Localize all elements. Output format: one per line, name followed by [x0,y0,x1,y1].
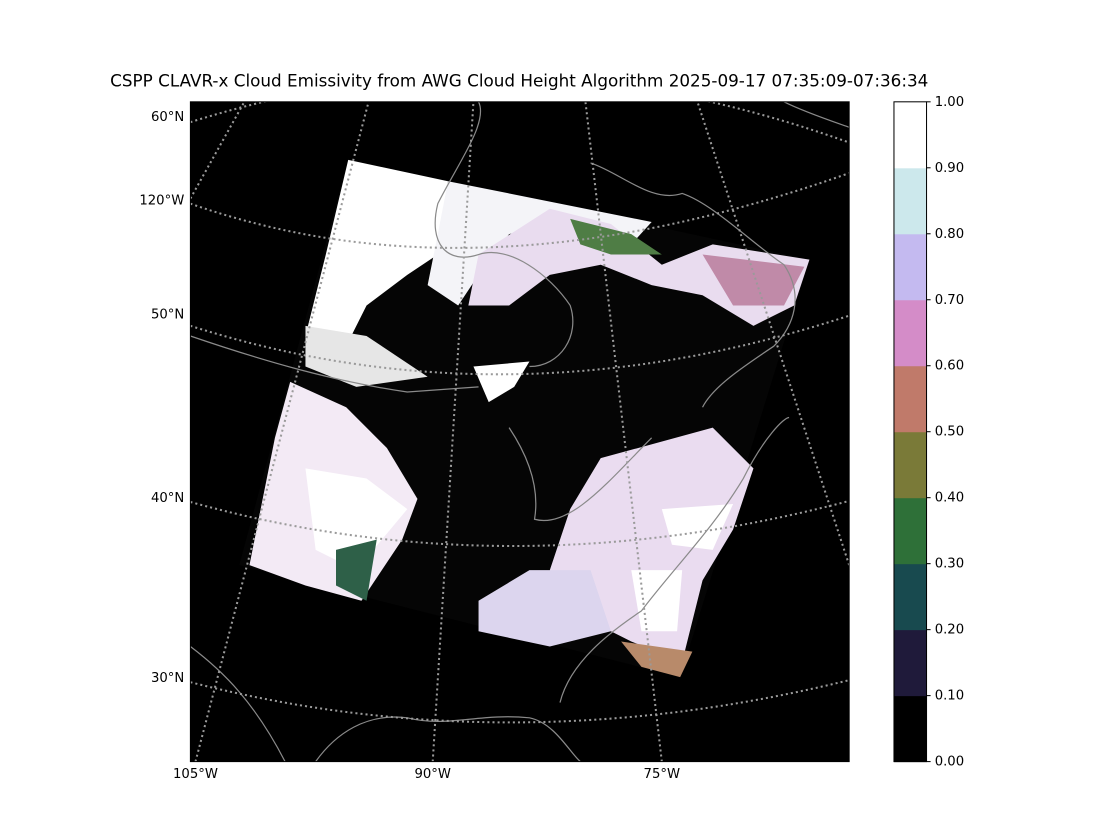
colorbar-segment [893,497,927,565]
colorbar: 0.00 0.10 0.20 0.30 0.40 0.50 0.60 0.70 0.80 0.90… [893,95,964,770]
graticule-line [431,101,475,762]
lon-label: 120°W [139,194,184,209]
graticule-line [190,679,850,724]
colorbar-tick-label: 0.10 [935,689,964,704]
colorbar-tick-label: 0.40 [935,491,964,506]
lat-label: 40°N [151,491,184,506]
colorbar-tick-label: 0.70 [935,293,964,308]
colorbar-tick-label: 1.00 [935,95,964,110]
coast [434,101,574,368]
lon-label: 75°W [644,767,681,782]
graticule-line [194,101,370,762]
colorbar-tick-label: 0.90 [935,161,964,176]
cloud [427,181,652,306]
graticule-line [190,314,850,376]
cloud [631,570,683,632]
colorbar-tick-label: 0.50 [935,425,964,440]
cloud [473,361,530,403]
map-frame [189,101,850,763]
cloud [335,539,377,601]
figure-body: CSPP CLAVR-x Cloud Emissivity from AWG C… [110,70,964,781]
coast [508,427,653,522]
colorbar-segment [893,233,927,301]
coast [783,101,850,128]
cloud [702,254,805,306]
graticule-line [190,101,246,200]
cloud [305,159,448,347]
colorbar-tick-label: 0.00 [935,755,964,770]
lon-label: 90°W [414,767,451,782]
lat-label: 50°N [151,308,184,323]
coast [190,646,286,762]
lat-label: 60°N [151,110,184,125]
graticule-line [584,101,663,762]
cloud [570,218,662,255]
border [190,335,479,393]
graticule [190,101,850,762]
colorbar-tick-label: 0.20 [935,623,964,638]
colorbar-tick-label: 0.30 [935,557,964,572]
colorbar-segment [893,365,927,433]
cloud [661,503,734,550]
map [190,101,850,762]
swath [239,159,810,678]
colorbar-segment [893,629,927,697]
coast [315,716,581,762]
lat-label: 30°N [151,671,184,686]
colorbar-segment [893,563,927,631]
coastlines [190,101,850,762]
cloud [305,325,428,387]
colorbar-segment [893,101,927,169]
graticule-line [190,101,850,144]
coast [590,162,796,408]
graticule-line [190,499,850,548]
colorbar-tick-label: 0.60 [935,359,964,374]
lon-label: 105°W [173,767,218,782]
cloud [305,468,408,571]
colorbar-segment [893,167,927,235]
graticule-labels: 60°N 50°N 40°N 30°N 120°W 105°W 90°W 75°W [139,110,680,782]
colorbar-tick-label: 0.80 [935,227,964,242]
cloud [478,570,611,647]
cloud [468,208,810,326]
coast [559,416,790,703]
graticule-line [190,172,850,249]
colorbar-segment [893,695,927,763]
colorbar-segment [893,299,927,367]
colorbar-segment [893,431,927,499]
title: CSPP CLAVR-x Cloud Emissivity from AWG C… [110,70,928,90]
cloud [621,641,693,678]
